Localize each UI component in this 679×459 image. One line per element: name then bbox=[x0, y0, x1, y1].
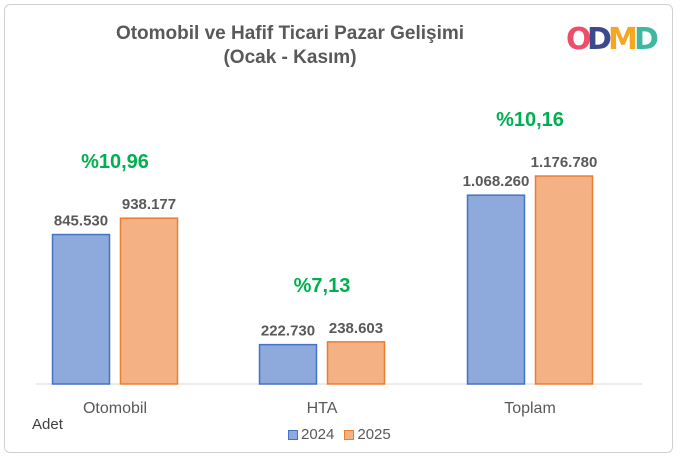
bar-2024-toplam bbox=[466, 194, 526, 385]
chart-legend: 2024 2025 bbox=[288, 426, 391, 443]
legend-item-2025: 2025 bbox=[344, 426, 391, 443]
chart-title: Otomobil ve Hafif Ticari Pazar Gelişimi bbox=[115, 23, 465, 44]
legend-item-2024: 2024 bbox=[288, 426, 334, 443]
growth-label-hta: %7,13 bbox=[294, 275, 351, 297]
x-tick-label-hta: HTA bbox=[307, 400, 338, 417]
unit-label: Adet bbox=[32, 416, 63, 433]
legend-label-2025: 2025 bbox=[357, 426, 391, 443]
bar-2024-hta bbox=[258, 343, 318, 385]
legend-label-2024: 2024 bbox=[301, 426, 335, 443]
data-label-2024-hta: 222.730 bbox=[261, 323, 315, 340]
data-label-2025-toplam: 1.176.780 bbox=[531, 154, 598, 171]
legend-swatch-2024 bbox=[288, 429, 298, 440]
growth-label-otomobil: %10,96 bbox=[81, 151, 149, 173]
growth-label-toplam: %10,16 bbox=[496, 109, 564, 131]
bar-2024-otomobil bbox=[51, 233, 111, 385]
x-tick-label-toplam: Toplam bbox=[504, 400, 556, 417]
chart-subtitle: (Ocak - Kasım) bbox=[223, 47, 357, 68]
legend-swatch-2025 bbox=[344, 429, 355, 440]
data-label-2025-hta: 238.603 bbox=[329, 320, 383, 337]
data-label-2024-toplam: 1.068.260 bbox=[463, 173, 530, 190]
bar-2025-toplam bbox=[534, 175, 594, 385]
data-label-2024-otomobil: 845.530 bbox=[54, 213, 108, 230]
data-label-2025-otomobil: 938.177 bbox=[122, 196, 176, 213]
bar-2025-hta bbox=[326, 341, 386, 385]
x-tick-label-otomobil: Otomobil bbox=[83, 400, 147, 417]
bar-2025-otomobil bbox=[119, 217, 179, 385]
odmd-logo: O D M D bbox=[566, 22, 659, 57]
